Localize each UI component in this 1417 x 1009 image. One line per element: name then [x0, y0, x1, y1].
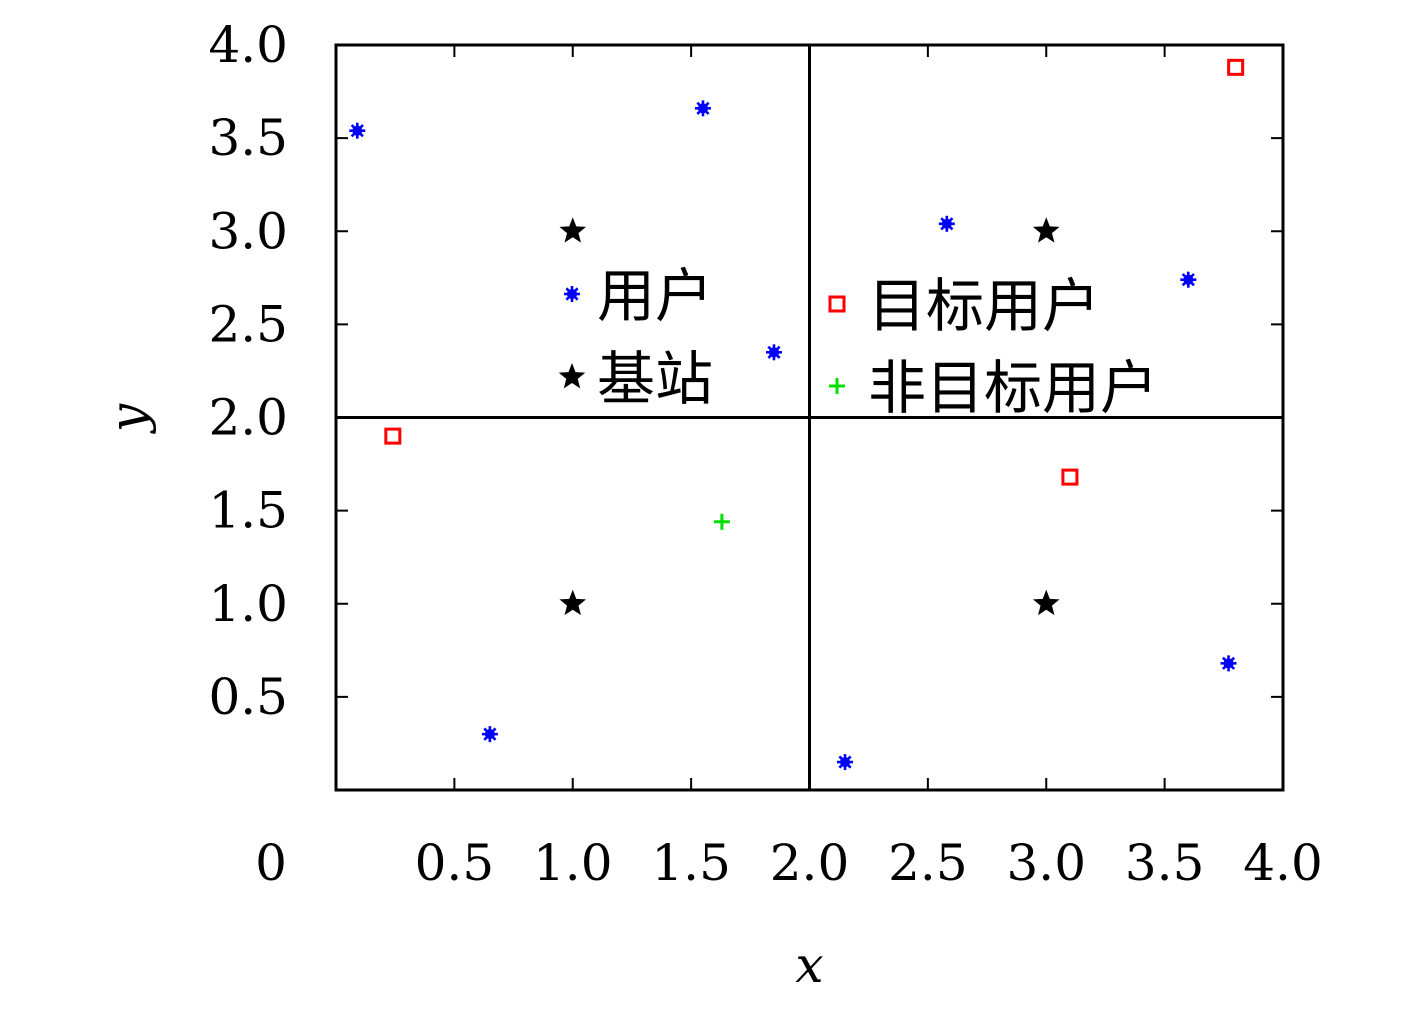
legend-marker-target-user: [828, 295, 846, 313]
origin-tick-label: 0: [255, 834, 287, 892]
legend-symbol: [558, 363, 586, 389]
x-tick-label: 4.0: [1243, 834, 1323, 892]
legend-label-base-station: 基站: [597, 345, 713, 413]
point-asterisk-2: [938, 215, 955, 232]
x-tick-label: 1.0: [533, 834, 613, 892]
point-square-2: [1061, 468, 1079, 486]
x-tick-label: 1.5: [651, 834, 731, 892]
quadrant-dividers: [336, 45, 1283, 790]
point-plus-0: [713, 513, 730, 530]
y-tick-label: 3.5: [208, 109, 288, 167]
legend-entry-base-station: 基站: [558, 345, 713, 413]
data-points: [349, 58, 1245, 771]
x-tick-label: 3.0: [1006, 834, 1086, 892]
legend-symbol: [829, 378, 845, 394]
y-tick-label: 4.0: [208, 16, 288, 74]
y-tick-label: 2.5: [208, 295, 288, 353]
legend-right: 目标用户 非目标用户: [828, 272, 1158, 422]
legend-entry-target-user: 目标用户: [828, 272, 1100, 340]
point-asterisk-4: [765, 344, 782, 361]
legend-marker-base-station: [558, 363, 586, 389]
point-asterisk-0: [349, 122, 366, 139]
legend-label-user: 用户: [597, 262, 713, 330]
y-axis-label: y: [99, 403, 157, 434]
legend-marker-user: [564, 286, 580, 302]
legend-marker-non-target-user: [829, 378, 845, 394]
point-star-0: [559, 217, 587, 243]
point-square-0: [1227, 58, 1245, 76]
point-asterisk-1: [694, 100, 711, 117]
plot-frame: [334, 43, 1285, 792]
legend-label-target-user: 目标用户: [868, 272, 1100, 340]
y-tick-label: 1.0: [208, 575, 288, 633]
y-tick-label: 0.5: [208, 668, 288, 726]
legend-symbol: [564, 286, 580, 302]
y-tick-label: 1.5: [208, 482, 288, 540]
legend-left: 用户 基站: [558, 262, 713, 413]
point-star-2: [559, 589, 587, 616]
tick-labels: 0.5 1.0 1.5 2.0 2.5 3.0 3.5 4.0 0.5 1.0 1.5 2.0 2.5 3…: [208, 16, 1322, 892]
x-tick-label: 2.0: [770, 834, 850, 892]
x-tick-label: 2.5: [888, 834, 968, 892]
legend-entry-non-target-user: 非目标用户: [829, 354, 1158, 422]
y-tick-label: 3.0: [208, 202, 288, 260]
legend-label-non-target-user: 非目标用户: [868, 354, 1158, 422]
point-asterisk-6: [837, 754, 854, 771]
x-tick-label: 3.5: [1125, 834, 1205, 892]
x-axis-label: x: [795, 936, 823, 994]
point-star-1: [1032, 217, 1060, 243]
x-tick-label: 0.5: [415, 834, 495, 892]
legend-entry-user: 用户: [564, 262, 713, 330]
legend-symbol: [828, 295, 846, 313]
point-star-3: [1032, 589, 1060, 616]
point-asterisk-5: [481, 726, 498, 743]
point-asterisk-3: [1180, 271, 1197, 288]
point-square-1: [384, 427, 402, 445]
point-asterisk-7: [1220, 655, 1237, 672]
y-tick-label: 2.0: [208, 389, 288, 447]
